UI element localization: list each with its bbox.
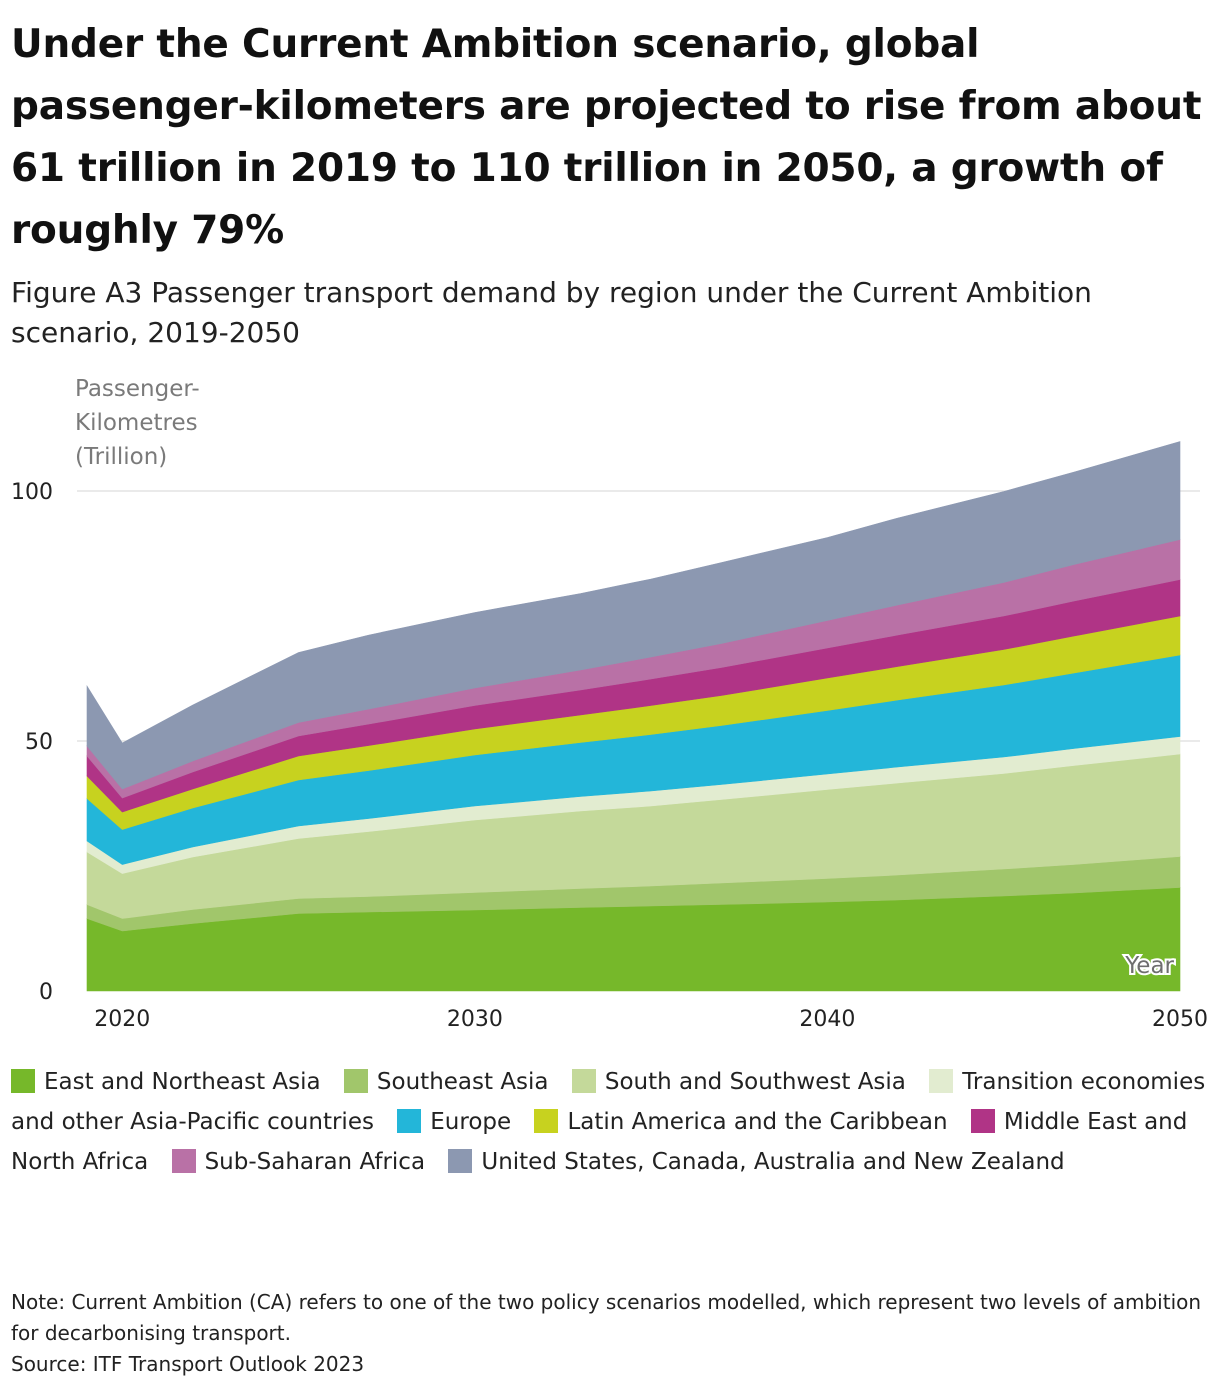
legend-item-east-and-northeast-asia: East and Northeast Asia [11, 1069, 321, 1095]
legend-label: Middle East and North Africa [11, 1109, 1188, 1175]
x-tick-label: 2020 [94, 1007, 150, 1032]
legend-label: Sub-Saharan Africa [204, 1149, 426, 1175]
y-axis-title: Passenger-Kilometres (Trillion) [75, 376, 200, 470]
chart-area: 0 50 100 2020 2030 2040 2050 Year [11, 441, 1208, 1032]
legend-item-europe: Europe [397, 1109, 511, 1135]
legend-item-united-states-canada-australia-and-new-zealand: United States, Canada, Australia and New… [448, 1149, 1065, 1175]
legend-swatch [343, 1069, 368, 1093]
legend-swatch [571, 1069, 596, 1093]
y-tick-label: 100 [11, 480, 53, 505]
legend-item-south-and-southwest-asia: South and Southwest Asia [571, 1069, 906, 1095]
legend-label: Transition economies and other Asia-Paci… [11, 1069, 1206, 1135]
axes: 0 50 100 2020 2030 2040 2050 [11, 480, 1208, 1032]
area-united-states-canada-australia-and-new-zealand [86, 441, 1181, 790]
x-tick-label: 2030 [447, 1007, 503, 1032]
chart-subtitle: Figure A3 Passenger transport demand by … [11, 276, 1092, 349]
legend-swatch [970, 1109, 995, 1133]
x-axis-title: Year [1124, 953, 1174, 979]
legend-item-sub-saharan-africa: Sub-Saharan Africa [171, 1149, 426, 1175]
legend-swatch [534, 1109, 559, 1133]
note-text: Note: Current Ambition (CA) refers to on… [11, 1290, 1202, 1345]
legend-label: Europe [430, 1109, 512, 1135]
footer-notes: Note: Current Ambition (CA) refers to on… [11, 1287, 1211, 1380]
legend-label: South and Southwest Asia [604, 1069, 906, 1095]
stacked-areas [86, 441, 1181, 992]
legend-item-latin-america-and-the-caribbean: Latin America and the Caribbean [534, 1109, 948, 1135]
legend-item-middle-east-and-north-africa: Middle East and North Africa [11, 1109, 1187, 1175]
y-tick-label: 50 [25, 730, 53, 755]
source-text: Source: ITF Transport Outlook 2023 [11, 1352, 365, 1376]
legend-label: East and Northeast Asia [44, 1069, 321, 1095]
legend-swatch [929, 1069, 954, 1093]
legend-swatch [11, 1069, 35, 1093]
legend-swatch [397, 1109, 422, 1133]
x-tick-label: 2050 [1152, 1007, 1208, 1032]
legend-item-southeast-asia: Southeast Asia [343, 1069, 549, 1095]
x-tick-label: 2040 [799, 1007, 855, 1032]
legend: East and Northeast Asia Southeast Asia S… [11, 1062, 1211, 1182]
legend-label: Southeast Asia [376, 1069, 549, 1095]
legend-item-transition-economies-and-other-asia-pacific-countries: Transition economies and other Asia-Paci… [11, 1069, 1205, 1135]
legend-swatch [171, 1149, 196, 1173]
y-tick-label: 0 [39, 980, 53, 1005]
legend-label: United States, Canada, Australia and New… [481, 1149, 1065, 1175]
chart-title: Under the Current Ambition scenario, glo… [11, 22, 1202, 253]
legend-label: Latin America and the Caribbean [567, 1109, 948, 1135]
legend-swatch [448, 1149, 473, 1173]
